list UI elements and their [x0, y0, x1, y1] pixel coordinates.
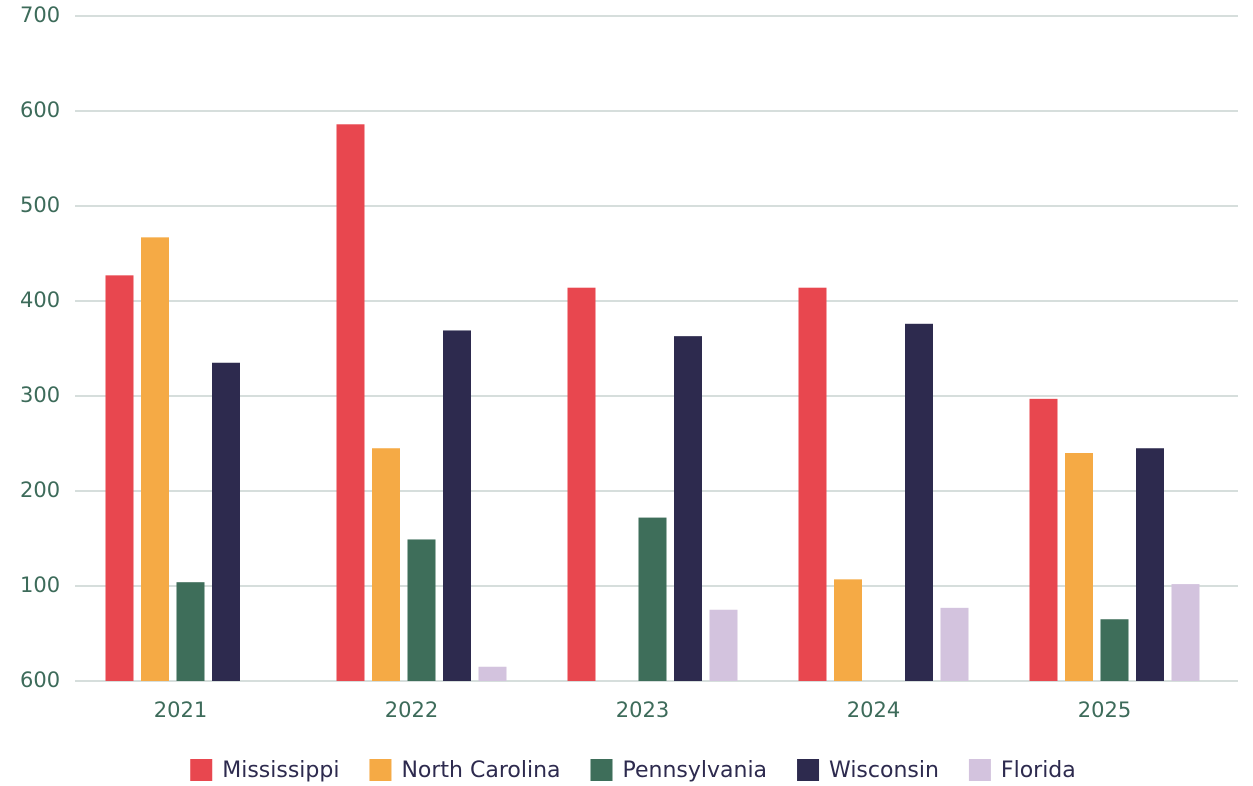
- bar: [407, 539, 436, 681]
- legend-label: Wisconsin: [829, 758, 939, 783]
- bar: [336, 124, 365, 682]
- bar: [674, 336, 702, 681]
- legend-swatch: [590, 759, 613, 781]
- bar: [638, 517, 667, 681]
- y-tick-label: 700: [20, 3, 60, 27]
- bar: [1100, 619, 1129, 681]
- bar: [443, 330, 471, 681]
- bar: [212, 362, 240, 681]
- bar: [1136, 448, 1164, 681]
- bar: [478, 666, 507, 681]
- bar: [141, 237, 169, 681]
- legend-label: Pennsylvania: [623, 758, 768, 783]
- y-tick-label: 100: [20, 573, 60, 597]
- x-tick-label: 2021: [154, 698, 207, 722]
- bar: [567, 287, 596, 681]
- bar: [372, 448, 400, 681]
- y-tick-label: 500: [20, 193, 60, 217]
- x-tick-label: 2023: [616, 698, 669, 722]
- y-tick-label: 600: [20, 668, 60, 692]
- bar: [834, 579, 862, 681]
- bar: [905, 323, 933, 681]
- bar: [798, 287, 827, 681]
- legend-label: North Carolina: [401, 758, 560, 783]
- bar: [176, 582, 205, 681]
- bar: [1029, 398, 1058, 681]
- legend-swatch: [797, 759, 820, 781]
- y-tick-label: 600: [20, 98, 60, 122]
- x-tick-label: 2024: [847, 698, 900, 722]
- legend-label: Florida: [1001, 758, 1076, 783]
- x-tick-label: 2025: [1078, 698, 1131, 722]
- x-tick-label: 2022: [385, 698, 438, 722]
- legend-label: Mississippi: [222, 758, 339, 783]
- bar: [709, 609, 738, 681]
- y-tick-label: 300: [20, 383, 60, 407]
- legend-swatch: [968, 759, 991, 781]
- y-tick-label: 200: [20, 478, 60, 502]
- legend-swatch: [369, 759, 392, 781]
- bar: [1065, 453, 1093, 681]
- y-tick-label: 400: [20, 288, 60, 312]
- legend-swatch: [190, 759, 213, 781]
- bar: [940, 607, 969, 681]
- bar: [105, 275, 134, 681]
- bar: [1171, 584, 1200, 681]
